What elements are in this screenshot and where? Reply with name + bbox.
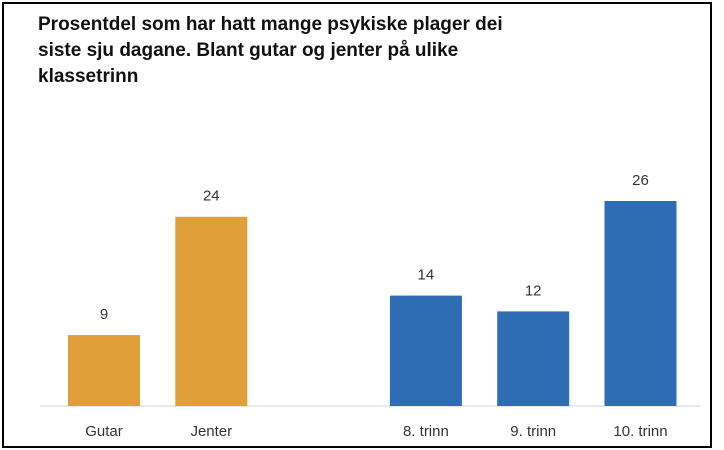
bar [604, 201, 677, 406]
value-label: 26 [632, 172, 649, 189]
value-label: 9 [100, 306, 108, 323]
x-tick-label: Jenter [190, 423, 232, 440]
x-tick-label: 8. trinn [403, 423, 449, 440]
bar [68, 335, 140, 406]
bar [497, 311, 570, 406]
bar [175, 216, 248, 406]
bar [389, 295, 462, 406]
x-tick-label: Gutar [85, 423, 123, 440]
x-tick-label: 9. trinn [510, 423, 556, 440]
chart-title: klassetrinn [38, 66, 138, 87]
chart-title: Prosentdel som har hatt mange psykiske p… [38, 14, 503, 35]
value-label: 24 [203, 188, 220, 205]
chart-title: siste sju dagane. Blant gutar og jenter … [38, 40, 458, 61]
x-tick-label: 10. trinn [613, 423, 667, 440]
value-label: 14 [418, 267, 435, 284]
value-label: 12 [525, 282, 542, 299]
